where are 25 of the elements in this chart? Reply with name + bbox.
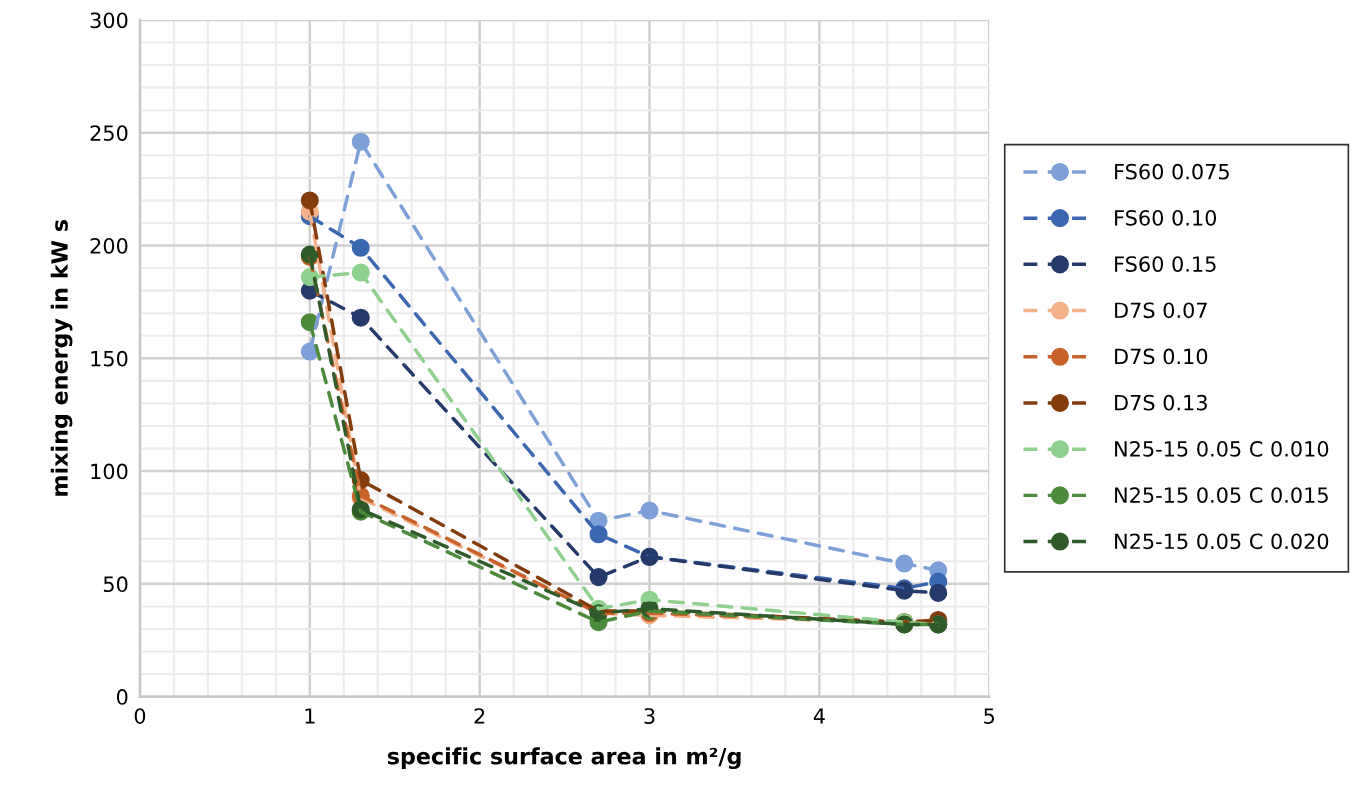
legend-label: FS60 0.10: [1115, 209, 1217, 226]
x-axis-title: specific surface area in m²/g: [387, 747, 741, 770]
point: [929, 583, 948, 602]
y-tick-label: 100: [91, 463, 128, 480]
legend-label: N25-15 0.05 C 0.010: [1115, 441, 1329, 457]
x-tick-label: 1: [305, 708, 315, 724]
y-tick-label: 150: [91, 350, 128, 367]
y-axis-title: mixing energy in kW s: [50, 220, 73, 496]
legend-label: D7S 0.07: [1115, 302, 1207, 319]
legend-label: N25-15 0.05 C 0.015: [1115, 487, 1328, 503]
x-tick-label: 2: [474, 708, 485, 724]
legend-label: D7S 0.10: [1115, 348, 1208, 365]
x-tick-label: 0: [134, 708, 146, 724]
legend-label: FS60 0.075: [1115, 163, 1229, 180]
y-tick-label: 300: [90, 12, 128, 29]
legend-label: N25-15 0.05 C 0.020: [1115, 533, 1329, 550]
legend-label: FS60 0.15: [1115, 256, 1216, 272]
y-tick-label: 50: [103, 576, 128, 593]
y-tick-label: 200: [90, 237, 128, 254]
x-tick-label: 3: [644, 708, 655, 724]
y-tick-label: 250: [90, 125, 128, 141]
x-tick-label: 5: [984, 708, 995, 724]
x-tick-label: 4: [813, 708, 825, 724]
legend-label: D7S 0.13: [1115, 394, 1207, 411]
y-tick-label: 0: [116, 689, 128, 705]
